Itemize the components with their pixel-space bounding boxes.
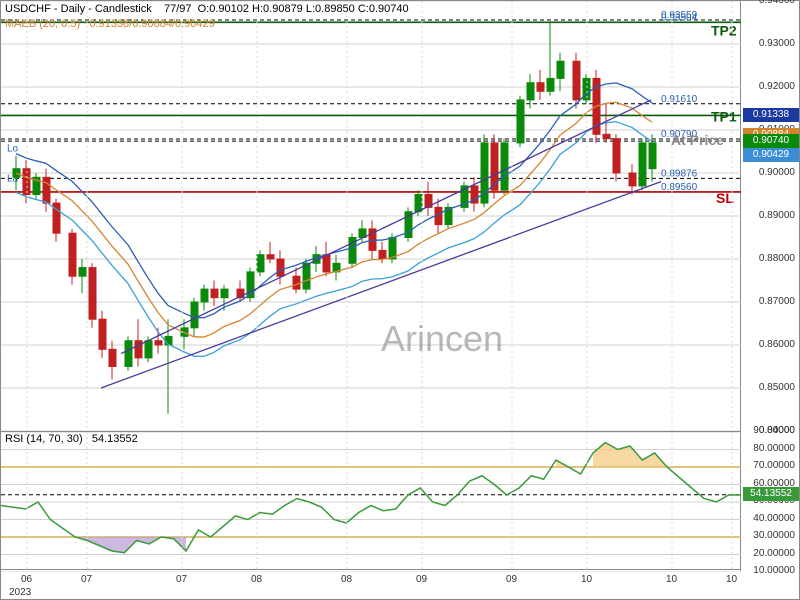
rsi-header: RSI (14, 70, 30) 54.13552 xyxy=(5,433,138,445)
rsi-axis: 90.0000080.0000070.0000060.0000050.00000… xyxy=(739,431,799,571)
svg-text:La: La xyxy=(7,174,19,185)
x-tick-label: 10 xyxy=(726,574,737,585)
svg-text:0.89876: 0.89876 xyxy=(661,168,698,179)
y-tick-label: 0.88000 xyxy=(759,253,795,264)
y-tick-label: 0.86000 xyxy=(759,339,795,350)
y-tick-label: 0.93000 xyxy=(759,38,795,49)
x-year: 2023 xyxy=(9,587,31,598)
rsi-tick-label: 70.00000 xyxy=(753,460,795,471)
rsi-overlay xyxy=(1,432,741,572)
rsi-tick-label: 30.00000 xyxy=(753,530,795,541)
indicator-name: MAEB (20, 0.5) xyxy=(5,18,80,30)
y-tick-label: 0.89000 xyxy=(759,210,795,221)
chart-type: Candlestick xyxy=(95,3,152,15)
svg-text:At Price: At Price xyxy=(671,132,724,148)
rsi-tick-label: 90.00000 xyxy=(753,425,795,436)
x-tick-label: 10 xyxy=(666,574,677,585)
x-tick-label: 09 xyxy=(416,574,427,585)
svg-text:0.90790: 0.90790 xyxy=(661,129,698,140)
x-tick-label: 10 xyxy=(581,574,592,585)
symbol: USDCHF xyxy=(5,3,51,15)
time-axis: 2023 06 07 07 08 08 09 09 10 10 10 xyxy=(1,569,741,599)
rsi-tick-label: 40.00000 xyxy=(753,513,795,524)
svg-text:TP1: TP1 xyxy=(711,108,737,124)
y-tick-label: 0.87000 xyxy=(759,296,795,307)
rsi-label: RSI (14, 70, 30) xyxy=(5,433,83,445)
chart-overlay: 0.935590.93504 0.91610 0.90790 0.89876 0.895… xyxy=(1,1,741,431)
price-axis: 0.940000.930000.920000.910000.900000.890… xyxy=(739,1,799,431)
indicator-header: MAEB (20, 0.5) 0.91338/0.90884/0.90429 xyxy=(5,18,215,30)
y-tick-label: 0.90000 xyxy=(759,167,795,178)
svg-text:0.89560: 0.89560 xyxy=(661,182,698,193)
price-tag: 0.90740 xyxy=(743,134,799,148)
x-tick-label: 09 xyxy=(506,574,517,585)
price-tag: 0.91338 xyxy=(743,108,799,122)
x-tick-label: 08 xyxy=(251,574,262,585)
x-tick-label: 06 xyxy=(21,574,32,585)
y-tick-label: 0.85000 xyxy=(759,382,795,393)
y-tick-label: 0.92000 xyxy=(759,81,795,92)
svg-text:Lo: Lo xyxy=(7,144,19,155)
timeframe: Daily xyxy=(61,3,85,15)
svg-text:0.93559: 0.93559 xyxy=(661,10,698,21)
x-tick-label: 08 xyxy=(341,574,352,585)
price-chart[interactable]: 0.935590.93504 0.91610 0.90790 0.89876 0.895… xyxy=(1,1,741,431)
rsi-tick-label: 20.00000 xyxy=(753,548,795,559)
rsi-tick-label: 10.00000 xyxy=(753,565,795,576)
x-tick-label: 07 xyxy=(81,574,92,585)
svg-text:TP2: TP2 xyxy=(711,22,737,38)
chart-header: USDCHF - Daily - Candlestick 77/97 O:0.9… xyxy=(5,3,409,15)
svg-text:0.91610: 0.91610 xyxy=(661,94,698,105)
rsi-value: 54.13552 xyxy=(92,433,138,445)
ohlc: O:0.90102 H:0.90879 L:0.89850 C:0.90740 xyxy=(198,3,409,15)
rsi-price-tag: 54.13552 xyxy=(743,487,799,501)
svg-text:0.93504: 0.93504 xyxy=(661,12,698,23)
rsi-chart[interactable] xyxy=(1,431,741,571)
svg-text:SL: SL xyxy=(716,190,734,206)
x-tick-label: 07 xyxy=(176,574,187,585)
price-tag: 0.90429 xyxy=(743,148,799,162)
bar-count: 77/97 xyxy=(164,3,192,15)
chart-container: USDCHF - Daily - Candlestick 77/97 O:0.9… xyxy=(0,0,800,600)
rsi-tick-label: 80.00000 xyxy=(753,443,795,454)
indicator-values: 0.91338/0.90884/0.90429 xyxy=(89,18,214,30)
watermark: Arincen xyxy=(381,318,503,360)
y-tick-label: 0.94000 xyxy=(759,0,795,6)
